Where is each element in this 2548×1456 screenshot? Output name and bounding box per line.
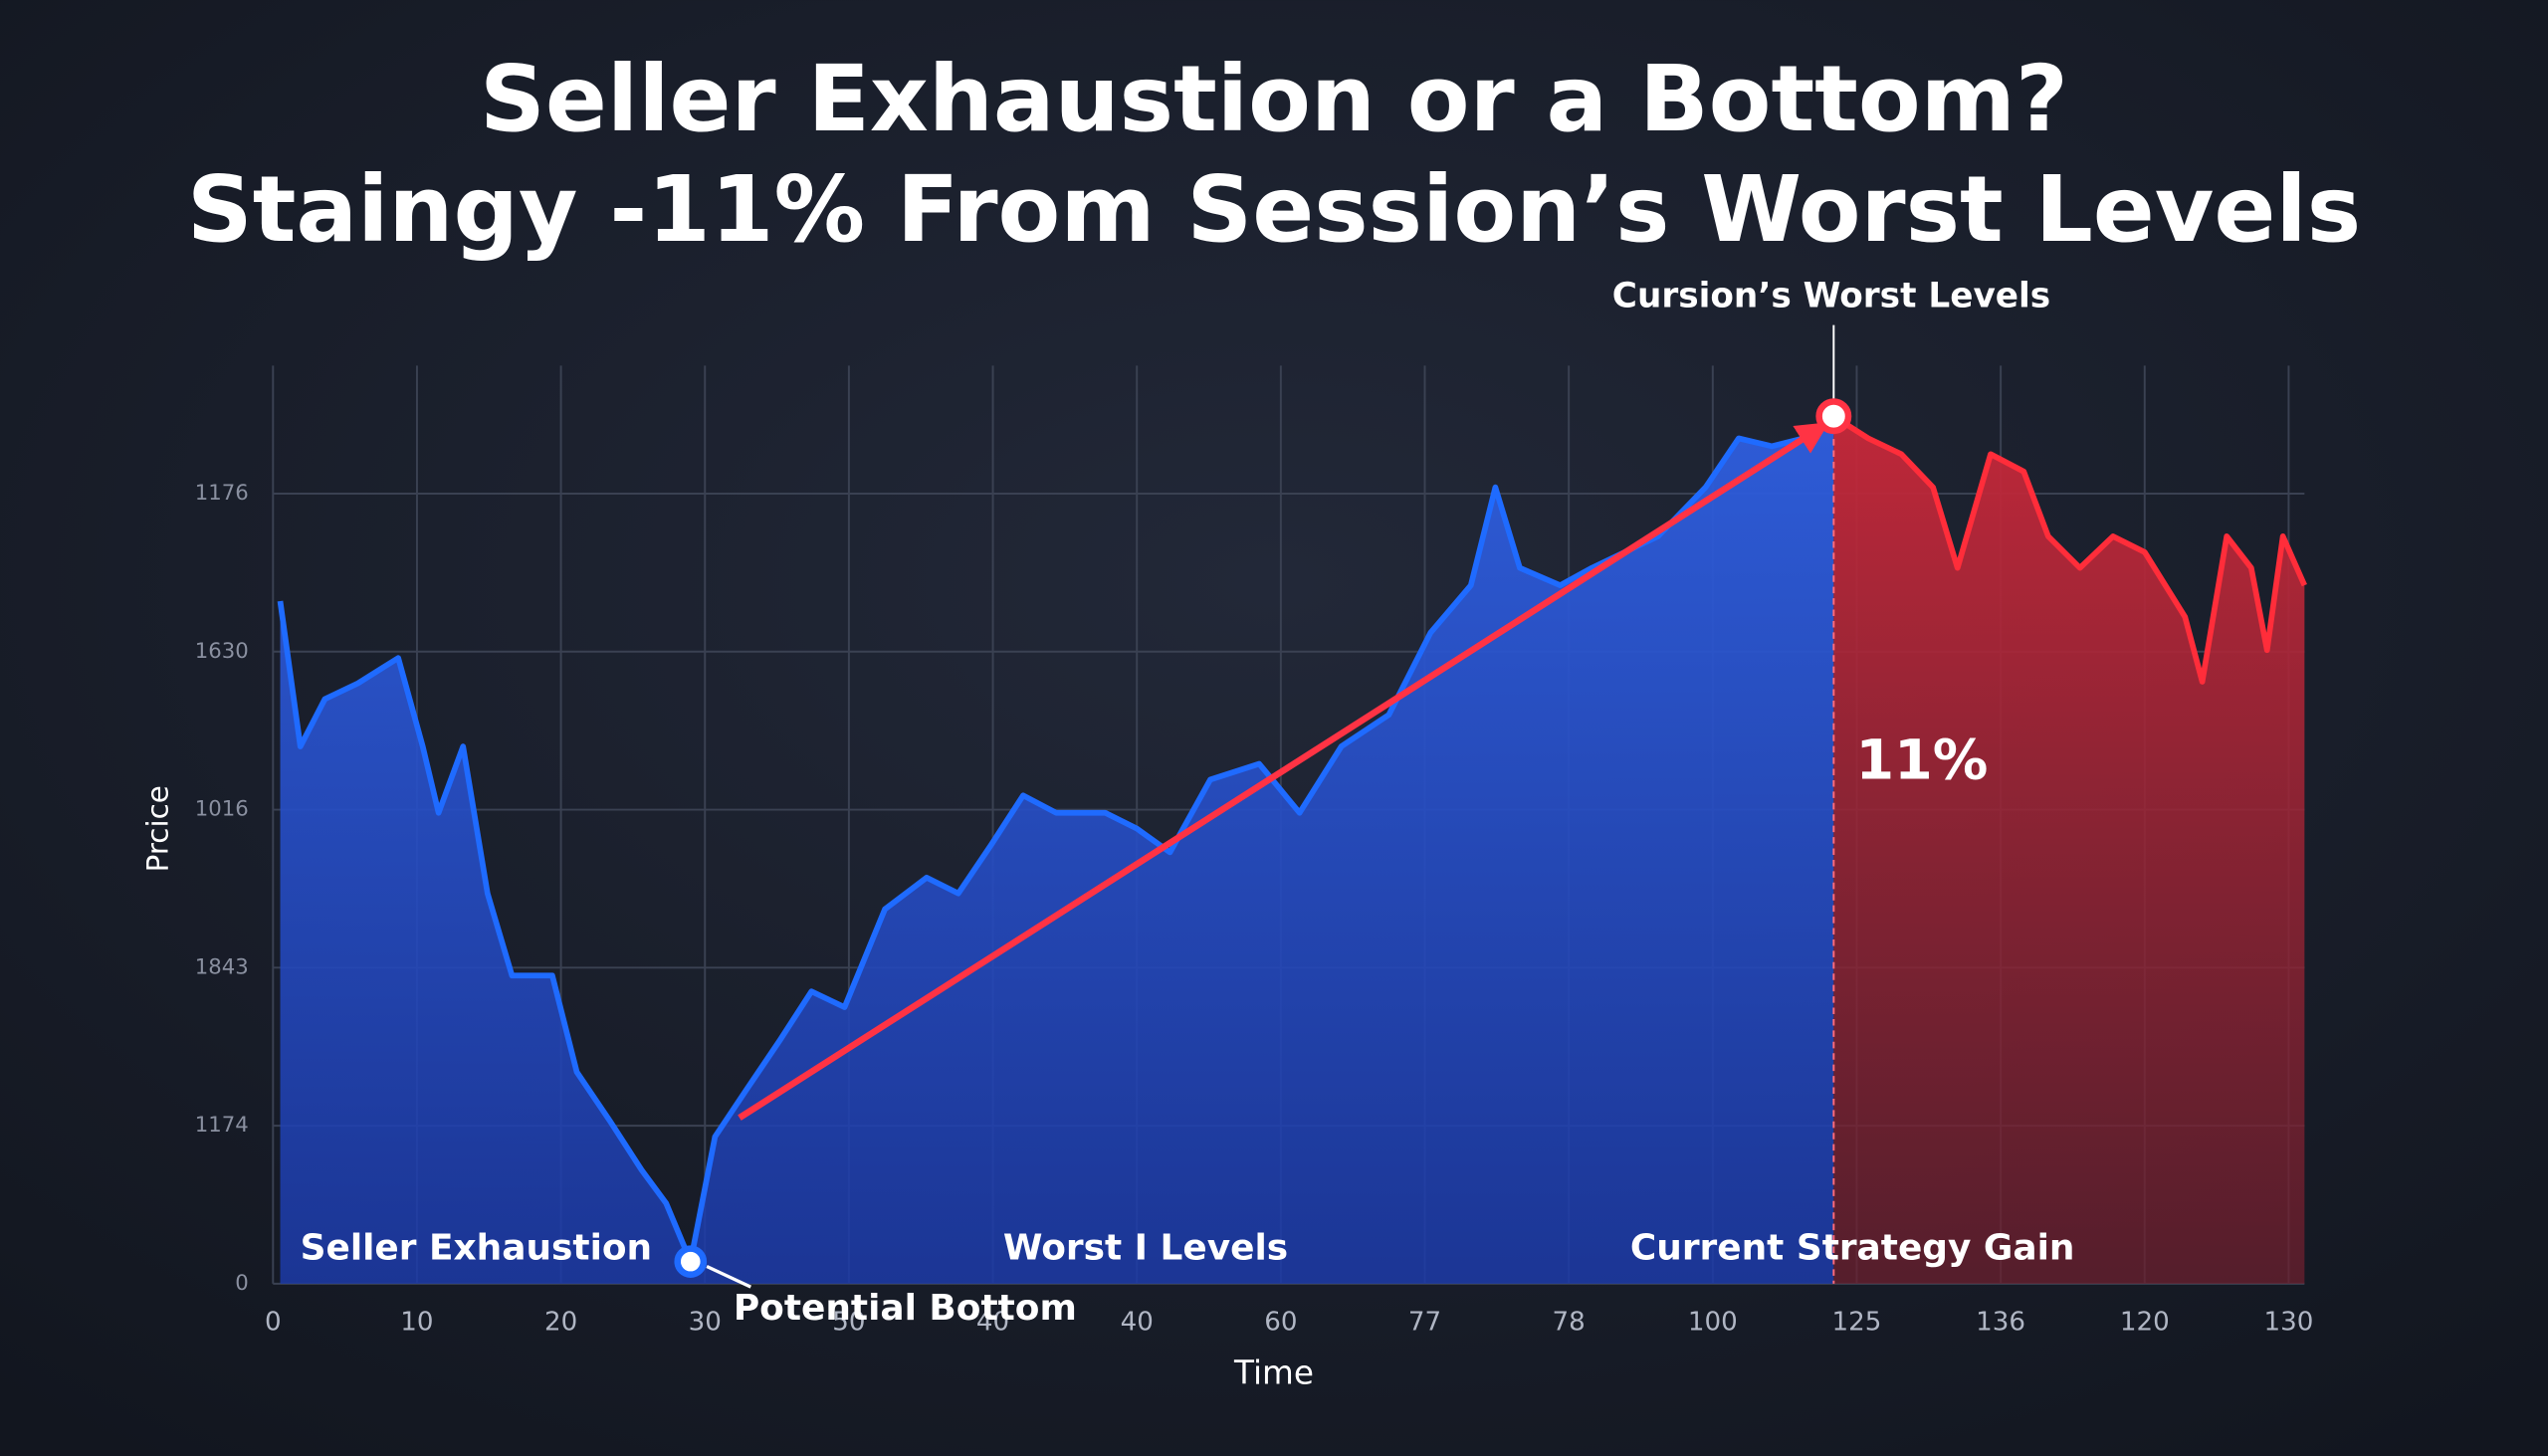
x-tick-label: 100 [1688,1308,1738,1338]
annotation: Cursion’s Worst Levels [1612,276,2050,315]
annotation: Potential Bottom [734,1288,1077,1329]
annotation: Worst I Levels [1003,1228,1288,1269]
annotation: 11% [1855,728,1988,793]
x-axis-label: Time [1233,1353,1314,1391]
y-axis-label: Prcice [140,785,174,872]
x-tick-label: 60 [1264,1308,1297,1338]
trend-arrow [738,422,1829,1121]
area [280,416,1834,1284]
x-tick-label: 50 [832,1308,865,1338]
x-tick-label: 120 [2120,1308,2170,1338]
x-tick-label: 30 [689,1308,722,1338]
x-tick-label: 130 [2264,1308,2314,1338]
x-tick-label: 10 [400,1308,433,1338]
y-tick-label: 1016 [195,797,249,822]
x-tick-label: 0 [265,1308,282,1338]
peak-marker [1815,398,1852,435]
x-tick-label: 125 [1832,1308,1882,1338]
bottom-marker [674,1245,708,1278]
x-tick-label: 136 [1976,1308,2025,1338]
x-tick-label: 78 [1553,1308,1586,1338]
title-line: Staingy -11% From Session’s Worst Levels [187,156,2361,263]
x-tick-label: 40 [976,1308,1009,1338]
x-tick-label: 20 [544,1308,577,1338]
bottom-pointer [706,1265,751,1289]
y-tick-label: 1174 [195,1113,249,1138]
x-tick-label: 40 [1121,1308,1154,1338]
title-line: Seller Exhaustion or a Bottom? [480,46,2068,152]
annotation: Current Strategy Gain [1630,1228,2075,1269]
y-tick-label: 0 [235,1271,249,1296]
y-tick-label: 1630 [195,639,249,664]
price-line [1831,413,2307,685]
price-line [277,413,1836,1265]
x-tick-label: 77 [1408,1308,1441,1338]
y-tick-label: 1843 [195,954,249,979]
annotation: Seller Exhaustion [301,1228,653,1269]
y-tick-label: 1176 [195,481,249,506]
